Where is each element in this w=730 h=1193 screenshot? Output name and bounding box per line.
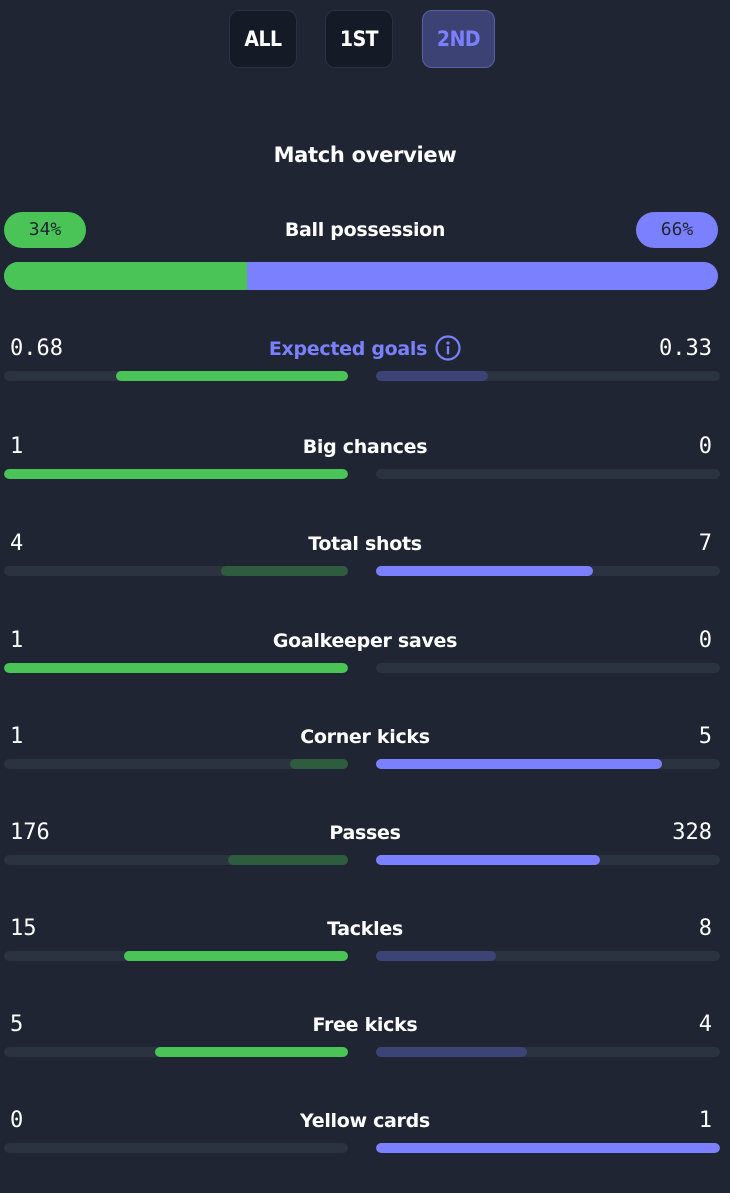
stat-name-label: Yellow cards [300,1110,430,1132]
home-stat-value: 176 [10,820,50,845]
home-stat-bar [4,759,348,769]
away-stat-bar-fill [376,1047,528,1057]
home-stat-bar-fill [155,1047,348,1057]
period-tabs: ALL 1ST 2ND [0,10,730,68]
away-stat-value: 0.33 [659,336,712,361]
stat-row: 0 Yellow cards 1 [0,1106,730,1166]
away-stat-bar-fill [376,566,593,576]
home-stat-value: 1 [10,628,24,653]
stat-row: 176 Passes 328 [0,818,730,878]
stat-name-label: Free kicks [312,1014,418,1036]
home-stat-bar [4,951,348,961]
stat-name-label: Tackles [327,918,403,940]
possession-bar [4,262,718,290]
away-stat-value: 4 [698,1012,712,1037]
section-title: Match overview [273,143,457,167]
away-stat-bar [376,1143,720,1153]
stat-row: 15 Tackles 8 [0,914,730,974]
away-stat-bar [376,469,720,479]
away-stat-bar-fill [376,855,600,865]
away-stat-value: 1 [698,1108,712,1133]
home-stat-bar [4,663,348,673]
stat-name: Passes [0,818,730,848]
home-possession-badge: 34% [4,212,86,248]
stat-name-label: Corner kicks [300,726,430,748]
away-stat-bar [376,855,720,865]
away-stat-bar-fill [376,371,489,381]
away-stat-value: 8 [698,916,712,941]
home-stat-bar-fill [116,371,348,381]
home-stat-bar [4,855,348,865]
stat-name-label: Goalkeeper saves [272,630,458,652]
stat-name: Yellow cards [0,1106,730,1136]
home-stat-bar-fill [124,951,348,961]
stat-name: Free kicks [0,1010,730,1040]
away-stat-bar [376,566,720,576]
home-stat-bar-fill [4,469,348,479]
stat-name-label: Total shots [308,533,422,555]
away-stat-bar [376,759,720,769]
away-stat-bar-fill [376,759,662,769]
home-stat-bar [4,1047,348,1057]
tab-1st[interactable]: 1ST [325,10,393,68]
stat-name: Corner kicks [0,722,730,752]
away-stat-value: 7 [698,531,712,556]
possession-label: Ball possession [284,219,446,241]
stat-row: 4 Total shots 7 [0,529,730,589]
stat-name: Total shots [0,529,730,559]
home-stat-value: 5 [10,1012,24,1037]
away-stat-bar-fill [376,1143,720,1153]
tab-all[interactable]: ALL [229,10,297,68]
stat-name: Big chances [0,432,730,462]
home-stat-value: 4 [10,531,24,556]
stat-name: Tackles [0,914,730,944]
stat-name: Goalkeeper saves [0,626,730,656]
away-stat-value: 0 [698,434,712,459]
info-icon[interactable] [435,334,461,361]
home-stat-value: 1 [10,724,24,749]
home-stat-bar [4,371,348,381]
away-stat-value: 328 [672,820,712,845]
away-stat-value: 5 [698,724,712,749]
home-stat-value: 15 [10,916,37,941]
stat-name-label: Expected goals [268,338,428,360]
home-stat-bar [4,1143,348,1153]
stat-name-label: Big chances [302,436,428,458]
possession-row: 34% Ball possession 66% [0,212,730,248]
away-stat-bar [376,1047,720,1057]
stat-row: 1 Corner kicks 5 [0,722,730,782]
home-stat-value: 1 [10,434,24,459]
away-stat-bar [376,951,720,961]
away-stat-bar [376,663,720,673]
stat-row: 5 Free kicks 4 [0,1010,730,1070]
home-stat-bar-fill [220,566,348,576]
home-stat-bar-fill [227,855,348,865]
home-stat-bar [4,566,348,576]
possession-bar-home-fill [4,262,247,290]
stat-row: 1 Big chances 0 [0,432,730,492]
home-stat-bar-fill [4,663,348,673]
home-stat-value: 0 [10,1108,24,1133]
away-stat-bar [376,371,720,381]
away-stat-value: 0 [698,628,712,653]
home-stat-bar-fill [289,759,348,769]
home-stat-bar [4,469,348,479]
away-stat-bar-fill [376,951,497,961]
stat-name-label: Passes [329,822,401,844]
tab-2nd[interactable]: 2ND [422,10,495,68]
away-possession-badge: 66% [636,212,718,248]
stat-row: 1 Goalkeeper saves 0 [0,626,730,686]
home-stat-value: 0.68 [10,336,63,361]
stat-name[interactable]: Expected goals [0,334,730,364]
stat-row: 0.68 Expected goals 0.33 [0,334,730,394]
